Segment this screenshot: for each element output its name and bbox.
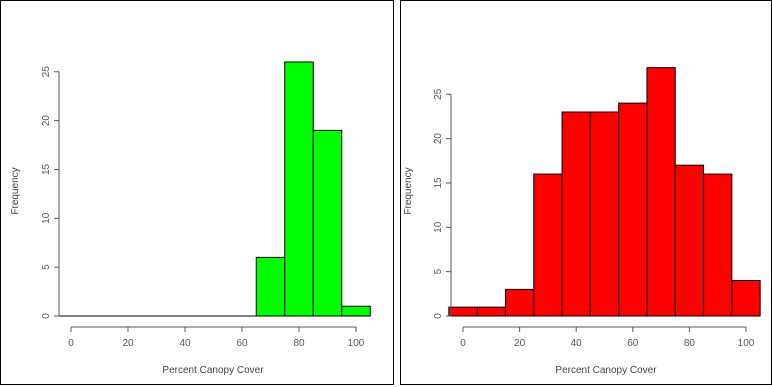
histogram-bar [731,280,761,317]
x-axis-title: Percent Canopy Cover [555,365,657,376]
histogram-left: 0 20 40 60 80 100 0 5 10 15 20 25 Percent Canopy Cov… [10,61,371,376]
histogram-bar [618,102,648,317]
x-tick-label: 0 [68,338,74,349]
y-tick-label: 0 [433,313,444,319]
histogram-bar [703,173,733,317]
histogram-bar [504,288,535,317]
y-tick-label: 0 [41,313,52,319]
y-tick-label: 25 [41,66,52,78]
x-axis-title: Percent Canopy Cover [162,365,264,376]
y-tick-label: 25 [433,88,444,100]
x-tick-label: 100 [348,338,365,349]
x-tick-label: 60 [236,338,248,349]
y-tick-label: 15 [41,163,52,175]
histogram-bar [561,111,591,317]
histogram-bar [284,61,314,317]
x-tick-label: 100 [738,338,755,349]
y-tick-label: 15 [433,177,444,189]
y-axis-title: Frequency [403,167,414,214]
y-tick-label: 5 [433,268,444,274]
x-tick-label: 80 [293,338,305,349]
histogram-bar [476,306,506,317]
y-tick-label: 20 [433,133,444,145]
x-tick-label: 80 [684,338,696,349]
y-tick-label: 20 [41,115,52,127]
x-tick-label: 20 [514,338,526,349]
x-tick-label: 20 [122,338,134,349]
y-tick-label: 5 [41,264,52,270]
histogram-panel-left: 0 20 40 60 80 100 0 5 10 15 20 25 Percent Canopy Cov… [0,0,394,385]
histogram-bar [341,305,371,317]
x-tick-label: 40 [571,338,583,349]
histogram-right: 0 20 40 60 80 100 0 5 10 15 20 25 Percent Canopy Cov… [403,67,761,376]
x-tick-label: 60 [627,338,639,349]
y-tick-label: 10 [41,212,52,224]
x-tick-label: 40 [179,338,191,349]
histogram-bar [255,256,286,317]
histogram-bar [533,173,563,317]
y-tick-label: 10 [433,221,444,233]
histogram-bar [646,67,676,317]
y-axis-title: Frequency [10,167,21,214]
histogram-panel-right: 0 20 40 60 80 100 0 5 10 15 20 25 Percent Canopy Cov… [400,0,772,385]
histogram-bar [674,164,705,317]
x-tick-label: 0 [460,338,466,349]
histogram-bar [589,111,620,317]
histogram-bar [448,306,478,317]
histogram-bar [312,129,343,317]
